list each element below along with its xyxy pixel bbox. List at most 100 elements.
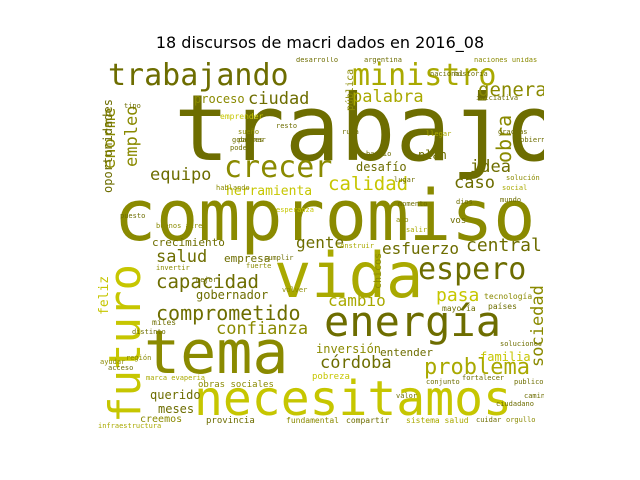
word-entender: entender bbox=[380, 346, 433, 359]
word-oportunidades: oportunidades bbox=[101, 99, 115, 193]
word-desafio: desafío bbox=[356, 160, 407, 174]
word-social: social bbox=[502, 184, 528, 192]
word-gobierno: gobierno bbox=[516, 136, 544, 144]
word-pobreza: pobreza bbox=[312, 372, 350, 382]
word-idea: idea bbox=[470, 157, 511, 177]
word-paises: países bbox=[488, 302, 517, 311]
word-esperanza: esperanza bbox=[276, 206, 314, 214]
word-historia: historia bbox=[454, 70, 488, 78]
chart-title: 18 discursos de macri dados en 2016_08 bbox=[155, 33, 485, 52]
word-plan: plan bbox=[418, 148, 447, 162]
word-obra: obra bbox=[492, 114, 516, 163]
word-capacidad: capacidad bbox=[156, 271, 259, 293]
word-energia: energía bbox=[324, 297, 502, 346]
word-central: central bbox=[466, 235, 542, 256]
word-compartir: compartir bbox=[346, 416, 390, 425]
word-gobernar: gobernar bbox=[232, 136, 266, 144]
word-publico: publico bbox=[514, 378, 544, 386]
word-tecnologia: tecnología bbox=[484, 292, 533, 301]
word-dios: dios bbox=[456, 198, 473, 206]
word-vida: vida bbox=[274, 239, 424, 312]
word-mundo: mundo bbox=[500, 196, 522, 204]
word-esfuerzo: esfuerzo bbox=[382, 239, 460, 258]
word-creemos: creemos bbox=[140, 414, 183, 425]
word-publica: pública bbox=[345, 68, 356, 111]
word-compromiso: compromiso bbox=[114, 175, 536, 257]
word-cambio: cambio bbox=[328, 291, 386, 310]
word-acceso: acceso bbox=[108, 364, 134, 372]
word-problema: problema bbox=[424, 355, 530, 380]
word-sueno: sueño bbox=[238, 128, 260, 136]
word-trabajo: trabajo bbox=[174, 75, 544, 182]
word-invertir: invertir bbox=[156, 264, 190, 272]
word-querido: querido bbox=[150, 388, 201, 402]
word-desarrollo: desarrollo bbox=[296, 57, 339, 64]
word-trabajando: trabajando bbox=[108, 58, 289, 93]
word-comprometido: comprometido bbox=[156, 301, 301, 325]
word-soluciones: soluciones bbox=[500, 340, 543, 348]
word-ruta: ruta bbox=[342, 128, 359, 136]
word-cuidar: cuidar bbox=[476, 416, 502, 424]
word-naciones-unidas: naciones unidas bbox=[474, 57, 538, 64]
word-ministro: ministro bbox=[352, 58, 497, 93]
word-cloud: trabajo compromiso vida tema necesitamos… bbox=[96, 57, 544, 431]
word-ciudadano: ciudadano bbox=[496, 400, 534, 408]
word-necesitamos: necesitamos bbox=[194, 371, 512, 427]
word-sistema-salud: sistema salud bbox=[406, 416, 469, 425]
word-mayoria: mayoría bbox=[442, 304, 476, 313]
word-espero: espero bbox=[418, 252, 527, 287]
word-pasa: pasa bbox=[436, 285, 480, 306]
word-hablando: hablando bbox=[216, 184, 250, 192]
word-iniciativa: iniciativa bbox=[476, 94, 519, 102]
word-ano: año bbox=[396, 216, 409, 224]
word-momento: momento bbox=[398, 200, 428, 208]
word-argentina: argentina bbox=[364, 57, 402, 64]
word-empleo: empleo bbox=[122, 105, 142, 167]
word-calidad: calidad bbox=[328, 173, 409, 195]
word-poder: poder bbox=[230, 144, 252, 152]
word-fundamental: fundamental bbox=[286, 416, 339, 425]
word-gente: gente bbox=[296, 233, 345, 252]
word-obras-sociales: obras sociales bbox=[198, 380, 274, 390]
word-cumplir: cumplir bbox=[264, 254, 294, 262]
word-lugar: lugar bbox=[394, 176, 416, 184]
word-palabra: palabra bbox=[352, 87, 424, 107]
word-tipo: tipo bbox=[124, 102, 141, 110]
word-fuerte: fuerte bbox=[246, 262, 272, 270]
word-orgullo: orgullo bbox=[506, 416, 536, 424]
word-provincia: provincia bbox=[206, 416, 255, 426]
word-ayudar: ayudar bbox=[100, 358, 126, 366]
word-buenos-aires: buenos aires bbox=[156, 222, 207, 230]
word-salir: salir bbox=[406, 226, 428, 234]
word-confianza: confianza bbox=[216, 319, 309, 339]
word-feliz: feliz bbox=[97, 275, 112, 315]
word-conjunto: conjunto bbox=[426, 378, 460, 386]
word-salud: salud bbox=[156, 247, 208, 267]
word-cordoba: córdoba bbox=[320, 353, 392, 373]
word-resto: resto bbox=[276, 122, 298, 130]
word-gracias: gracias bbox=[498, 128, 528, 136]
word-valor: valor bbox=[396, 392, 418, 400]
word-camino: camino bbox=[524, 392, 544, 400]
word-chicos: chicos bbox=[373, 252, 384, 289]
word-puesto: puesto bbox=[120, 212, 146, 220]
word-empresa: empresa bbox=[224, 252, 271, 265]
word-region: región bbox=[126, 354, 152, 362]
word-solucion: solución bbox=[506, 174, 540, 182]
word-ciudad: ciudad bbox=[248, 89, 310, 109]
word-miles: miles bbox=[152, 318, 177, 327]
word-proceso: proceso bbox=[194, 92, 245, 106]
word-inversion: inversión bbox=[316, 342, 382, 356]
word-volver: volver bbox=[282, 286, 308, 294]
word-familia: familia bbox=[480, 350, 531, 364]
word-distinto: distinto bbox=[132, 328, 166, 336]
word-construir: construir bbox=[336, 242, 374, 250]
word-partes: partes bbox=[238, 136, 264, 144]
word-barrio: barrio bbox=[366, 150, 392, 158]
word-meses: meses bbox=[158, 402, 195, 416]
word-generar: generar bbox=[478, 79, 544, 101]
word-herramienta: herramienta bbox=[226, 184, 313, 199]
word-tema: tema bbox=[144, 318, 289, 388]
word-marca-evaperia: marca evaperia bbox=[146, 374, 206, 382]
word-gobernador: gobernador bbox=[196, 288, 269, 302]
